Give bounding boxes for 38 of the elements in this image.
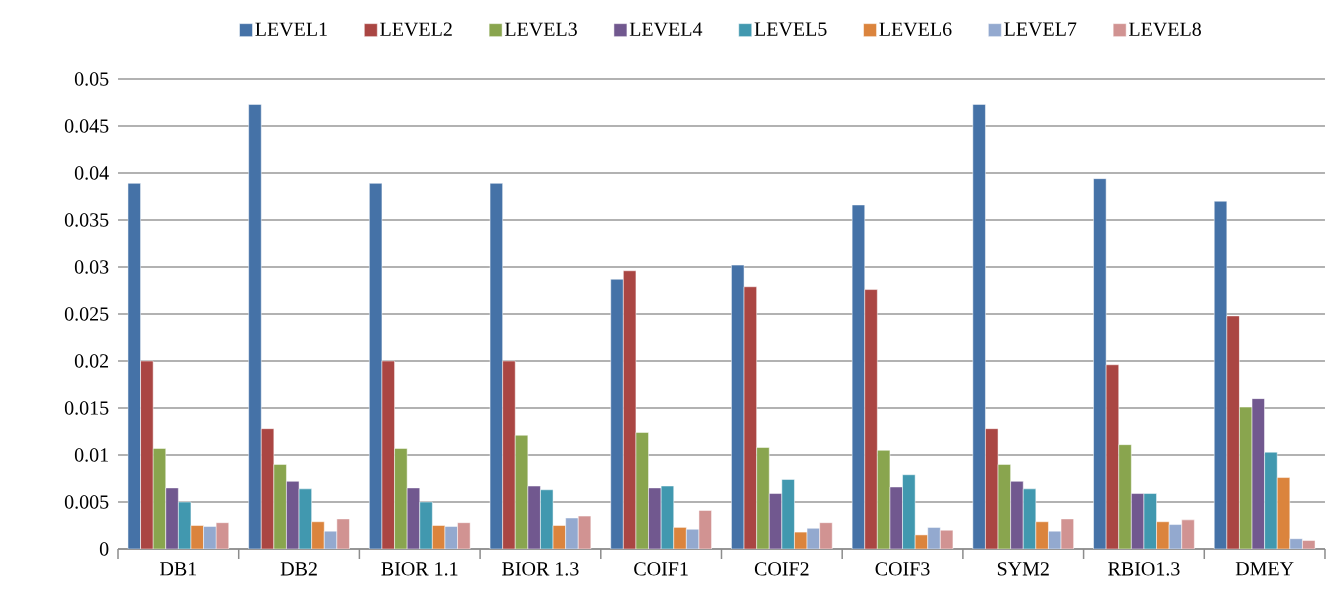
- x-tick-label: COIF1: [634, 562, 688, 576]
- y-tick-label: 0.04: [74, 166, 109, 180]
- x-tick-label: DB2: [280, 562, 317, 576]
- bar: [527, 485, 541, 549]
- y-tick-label: 0.01: [74, 448, 108, 462]
- x-tick-label: BIOR 1.3: [502, 562, 579, 576]
- legend-label: LEVEL2: [380, 22, 452, 37]
- bar: [1010, 481, 1024, 549]
- x-tick-label: BIOR 1.1: [381, 562, 458, 576]
- bar: [502, 360, 516, 549]
- y-tick-label: 0: [99, 542, 109, 556]
- x-tick-label: DB1: [160, 562, 197, 576]
- bar: [864, 289, 878, 549]
- bar: [140, 360, 154, 549]
- y-tick-label: 0.03: [74, 260, 109, 274]
- bar: [311, 521, 325, 549]
- legend-label: LEVEL5: [754, 22, 827, 36]
- y-tick-label: 0.005: [64, 495, 109, 509]
- x-tick-label: RBIO1.3: [1108, 562, 1180, 576]
- bar: [165, 487, 179, 549]
- legend-label: LEVEL7: [1004, 22, 1077, 36]
- y-tick-label: 0.02: [74, 354, 109, 368]
- y-tick-label: 0.035: [64, 213, 109, 227]
- x-tick-label: DMEY: [1235, 562, 1294, 576]
- x-tick-label: COIF3: [875, 562, 930, 576]
- legend-label: LEVEL6: [879, 22, 952, 37]
- y-tick-label: 0.05: [74, 72, 109, 86]
- legend-label: LEVEL8: [1129, 22, 1201, 37]
- y-tick-label: 0.045: [64, 119, 109, 133]
- legend-label: LEVEL1: [255, 22, 327, 37]
- bar: [1035, 521, 1049, 549]
- x-tick-label: SYM2: [997, 562, 1049, 576]
- y-tick-label: 0.015: [64, 401, 109, 415]
- legend-label: LEVEL4: [629, 22, 703, 37]
- y-tick-label: 0.025: [64, 307, 109, 321]
- bar: [1226, 315, 1240, 549]
- legend-label: LEVEL3: [504, 22, 577, 37]
- x-tick-label: COIF2: [754, 562, 809, 576]
